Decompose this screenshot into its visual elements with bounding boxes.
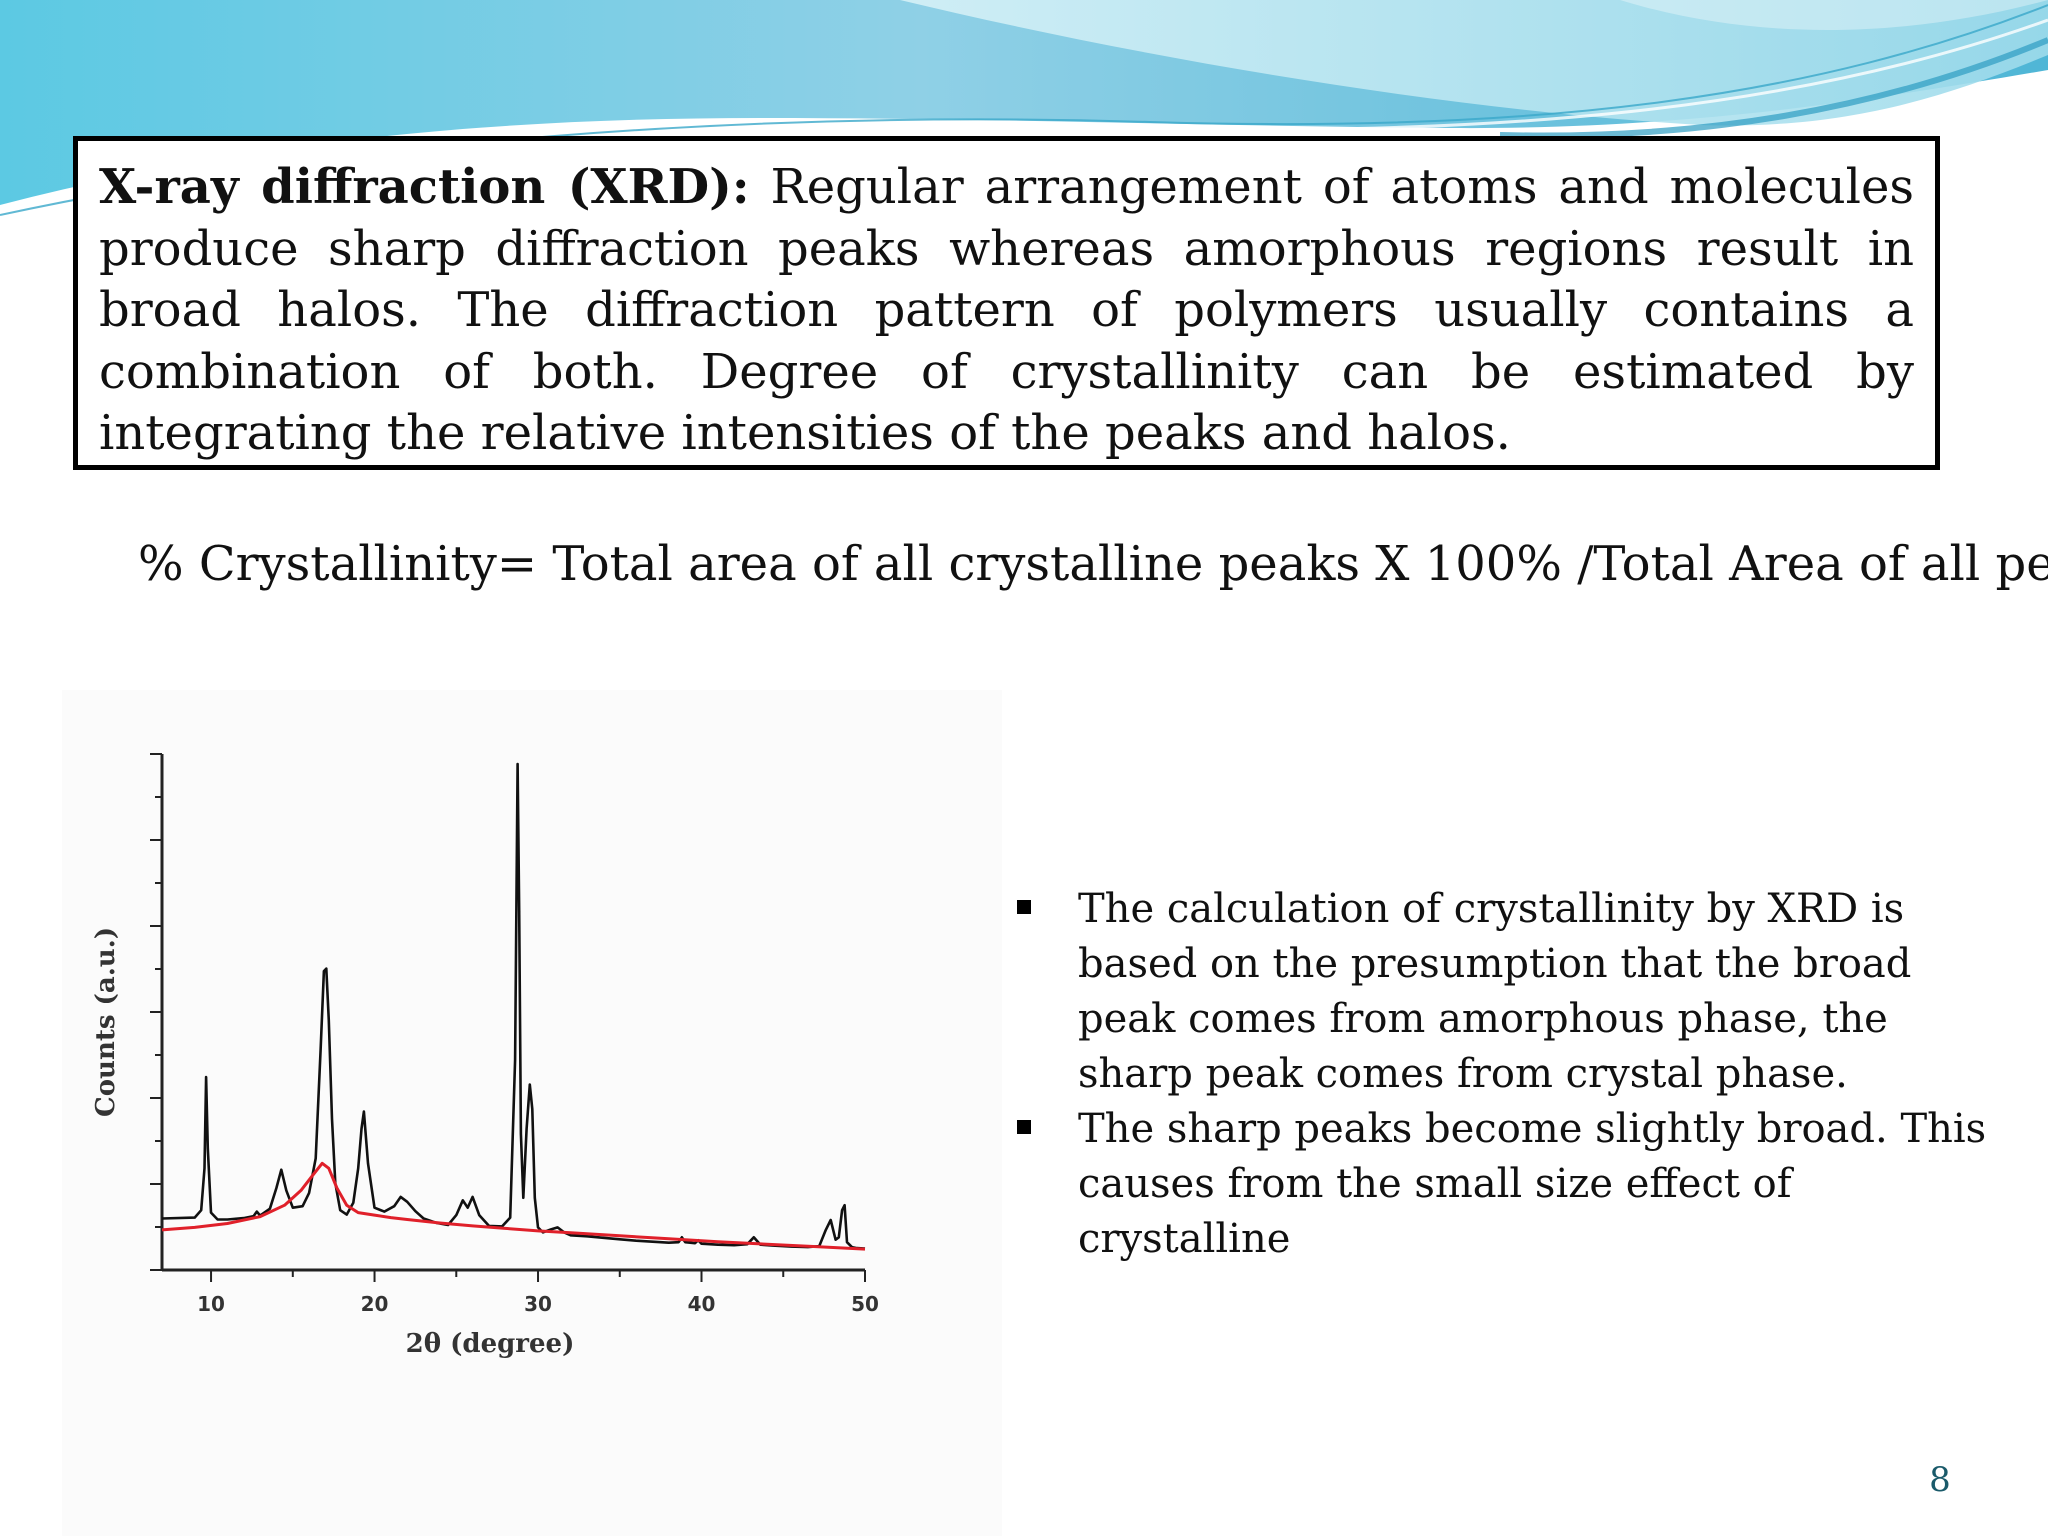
square-bullet-icon — [1017, 900, 1031, 914]
x-tick-label: 40 — [688, 1292, 716, 1316]
bullet-text: The sharp peaks become slightly broad. T… — [1078, 1106, 1987, 1262]
x-ticks: 10 20 30 40 50 — [197, 1270, 879, 1316]
x-axis-label: 2θ (degree) — [406, 1329, 575, 1359]
page-number: 8 — [1929, 1460, 1951, 1500]
bullet-list: The calculation of crystallinity by XRD … — [1010, 882, 2010, 1267]
bullet-text: The calculation of crystallinity by XRD … — [1078, 886, 1912, 1097]
square-bullet-icon — [1017, 1120, 1031, 1134]
xrd-chart: 10 20 30 40 50 2θ (degree) Counts (a.u.) — [91, 753, 879, 1359]
crystallinity-formula: % Crystallinity= Total area of all cryst… — [138, 536, 2048, 592]
diffraction-pattern-line — [161, 762, 866, 1250]
chart-axes: 10 20 30 40 50 — [150, 753, 879, 1316]
bullet-item: The calculation of crystallinity by XRD … — [1010, 882, 2010, 1102]
y-axis-label: Counts (a.u.) — [91, 927, 121, 1117]
bullet-item: The sharp peaks become slightly broad. T… — [1010, 1102, 2010, 1267]
x-tick-label: 20 — [361, 1292, 389, 1316]
x-tick-label: 10 — [197, 1292, 225, 1316]
xrd-definition-text: X-ray diffraction (XRD): Regular arrange… — [99, 157, 1914, 465]
xrd-definition-box: X-ray diffraction (XRD): Regular arrange… — [73, 136, 1940, 470]
x-tick-label: 50 — [851, 1292, 879, 1316]
x-tick-label: 30 — [524, 1292, 552, 1316]
xrd-heading: X-ray diffraction (XRD): — [99, 159, 750, 215]
chart-series — [161, 762, 866, 1251]
header-wave-banner — [0, 0, 2048, 227]
xrd-body: Regular arrangement of atoms and molecul… — [99, 159, 1914, 461]
amorphous-halo-line — [161, 1161, 866, 1251]
y-ticks — [150, 753, 162, 1271]
